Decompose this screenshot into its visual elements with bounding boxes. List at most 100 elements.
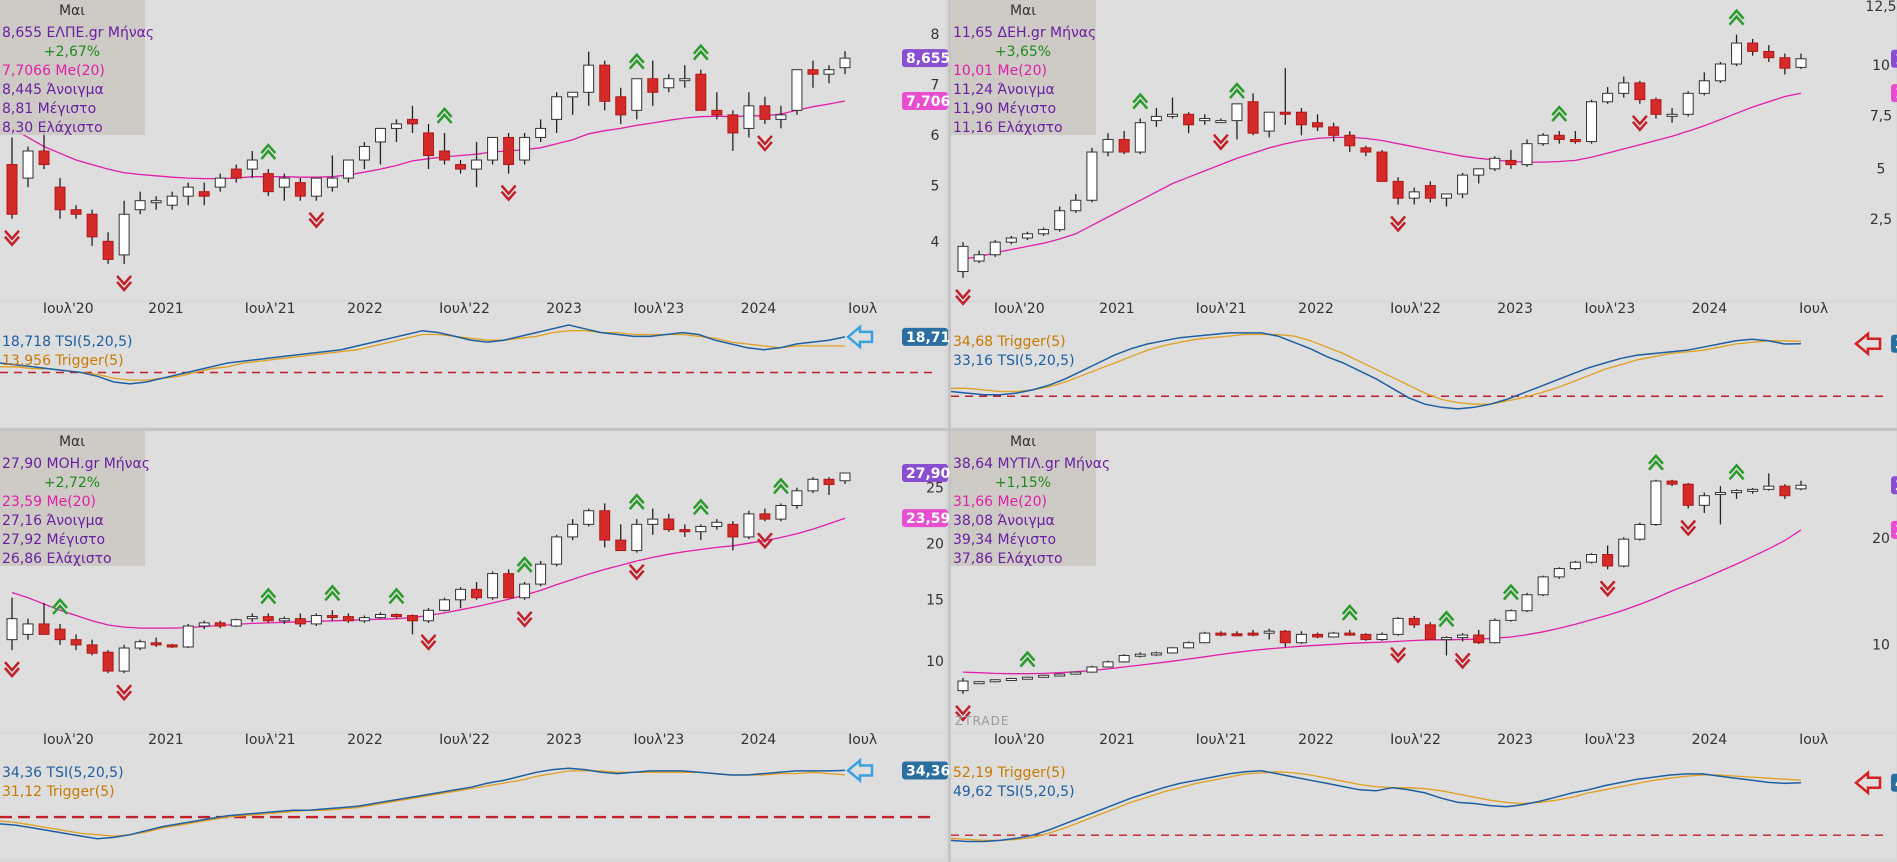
candle-body	[1199, 632, 1211, 644]
candle-body	[711, 521, 723, 527]
candle-body	[150, 200, 162, 204]
price-badge-text: 27,90	[906, 466, 951, 482]
candle-body	[1714, 63, 1726, 82]
tsi-legend: 18,718 TSI(5,20,5)	[2, 334, 132, 350]
candle-body	[1118, 654, 1130, 663]
candle-body	[455, 164, 467, 170]
price-badge	[902, 464, 948, 483]
candle-body	[118, 647, 130, 672]
candle-body	[1634, 523, 1646, 540]
candle-body	[823, 69, 835, 75]
price-badge-text: 11,65	[1895, 52, 1897, 68]
arrow-left-icon	[846, 757, 874, 784]
candle-body	[1312, 633, 1324, 638]
buy-signal-icon	[692, 498, 709, 516]
candle-body	[1376, 151, 1388, 182]
candle-body	[1779, 485, 1791, 497]
candle-body	[775, 504, 787, 520]
ma-line	[962, 92, 1802, 260]
info-title: 38,64 ΜΥΤΙΛ.gr Μήνας	[953, 456, 1110, 472]
candle-body	[957, 245, 969, 273]
tsi-line	[950, 332, 1802, 410]
candle-body	[22, 623, 34, 635]
candle-body	[1698, 80, 1710, 94]
y-tick-label: 15	[926, 593, 944, 609]
candle-body	[262, 616, 274, 622]
tsi-pane-background	[951, 734, 1896, 858]
tsi-legend: 33,16 TSI(5,20,5)	[953, 353, 1075, 369]
candle-body	[1360, 147, 1372, 153]
candle-body	[1005, 237, 1017, 243]
buy-signal-icon	[628, 493, 645, 510]
sell-signal-icon	[4, 661, 20, 679]
candle-body	[1183, 642, 1195, 649]
y-tick-label: 10	[926, 654, 944, 670]
info-ma: 31,66 Me(20)	[953, 494, 1047, 510]
y-tick-label: 12,5	[1865, 0, 1896, 15]
candle-body	[198, 622, 210, 627]
candle-body	[1505, 159, 1517, 166]
candle-body	[663, 518, 675, 531]
candle-body	[326, 177, 338, 188]
ma-badge-text: 31,66	[1895, 523, 1897, 539]
info-ma: 7,7066 Me(20)	[2, 63, 105, 79]
candle-body	[358, 617, 370, 622]
candle-body	[38, 623, 50, 635]
candle-body	[743, 105, 755, 129]
y-tick-label: 8	[931, 27, 940, 43]
candle-body	[166, 644, 178, 648]
info-high: 8,81 Μέγιστο	[2, 101, 96, 117]
candle-body	[823, 478, 835, 486]
candle-body	[1231, 633, 1243, 637]
candle-body	[1440, 637, 1452, 641]
candle-body	[1263, 111, 1275, 132]
candle-body	[1392, 617, 1404, 635]
info-month: Μαι	[1010, 3, 1036, 19]
candle-body	[1376, 633, 1388, 641]
info-open: 8,445 Άνοιγμα	[2, 82, 104, 98]
sell-signal-icon	[4, 229, 20, 247]
info-open: 38,08 Άνοιγμα	[953, 513, 1055, 529]
candle-body	[535, 563, 547, 585]
candle-body	[1021, 676, 1033, 680]
candle-body	[294, 182, 306, 197]
sell-signal-icon	[1599, 580, 1616, 598]
candle-body	[695, 73, 707, 111]
candle-body	[86, 213, 98, 238]
ma-badge	[902, 92, 948, 111]
price-badge	[1891, 49, 1897, 68]
candle-body	[1489, 619, 1501, 644]
candle-body	[471, 159, 483, 170]
chart-panel-2: Ιουλ'20 2021 Ιουλ'21 2022 Ιουλ'22 2023 Ιουλ'23…	[0, 431, 951, 858]
candle-body	[1360, 633, 1372, 641]
ma-line	[962, 529, 1802, 675]
buy-signal-icon	[1648, 453, 1664, 471]
candle-body	[631, 78, 643, 111]
candle-body	[1086, 666, 1098, 673]
x-tick-label: Ιουλ'21	[1196, 732, 1247, 748]
sell-signal-icon	[955, 705, 971, 722]
info-change: +3,65%	[995, 44, 1051, 60]
candle-body	[1682, 92, 1694, 115]
y-tick-label: 5	[1877, 162, 1886, 178]
tsi-pane-background	[0, 303, 945, 427]
tsi-line	[950, 770, 1802, 843]
ma-badge-text: 10,01	[1895, 86, 1897, 102]
candle-body	[1521, 143, 1533, 166]
candle-body	[1424, 185, 1436, 199]
chart-panel-1: Ιουλ'20 2021 Ιουλ'21 2022 Ιουλ'22 2023 Ιουλ'23…	[950, 0, 1897, 427]
candle-body	[1666, 480, 1678, 485]
candle-body	[567, 91, 579, 98]
candle-body	[791, 490, 803, 506]
candle-body	[70, 639, 82, 646]
y-tick-label: 20	[1872, 531, 1890, 547]
candle-body	[1457, 634, 1469, 639]
y-tick-label: 4	[931, 234, 940, 250]
tsi-badge	[1891, 773, 1897, 792]
arrow-left-icon	[1854, 331, 1882, 357]
candle-body	[1102, 138, 1114, 153]
info-open: 11,24 Άνοιγμα	[953, 82, 1055, 98]
info-box	[951, 431, 1096, 566]
tsi-badge	[902, 327, 948, 346]
candle-body	[390, 613, 402, 618]
